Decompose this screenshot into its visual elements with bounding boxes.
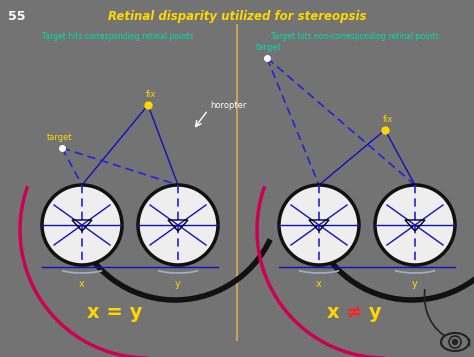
Circle shape <box>453 340 457 345</box>
Text: fix: fix <box>146 90 156 99</box>
Text: 55: 55 <box>8 10 26 23</box>
Text: Target hits corresponding retinal points: Target hits corresponding retinal points <box>42 32 193 41</box>
Text: target: target <box>256 43 282 52</box>
Text: Target hits non-corresponding retinal points: Target hits non-corresponding retinal po… <box>271 32 439 41</box>
Text: x = y: x = y <box>87 303 143 322</box>
Circle shape <box>375 185 455 265</box>
Ellipse shape <box>441 333 469 351</box>
Text: ≠: ≠ <box>346 303 362 322</box>
Circle shape <box>138 185 218 265</box>
Circle shape <box>42 185 122 265</box>
Text: Retinal disparity utilized for stereopsis: Retinal disparity utilized for stereopsi… <box>108 10 366 23</box>
Text: target: target <box>47 133 73 142</box>
Text: x: x <box>79 279 85 289</box>
Circle shape <box>279 185 359 265</box>
Text: x: x <box>316 279 322 289</box>
Text: fix: fix <box>383 115 393 124</box>
Text: y: y <box>175 279 181 289</box>
Text: x: x <box>327 303 346 322</box>
Text: horopter: horopter <box>210 101 246 110</box>
Text: y: y <box>362 303 382 322</box>
Text: y: y <box>412 279 418 289</box>
Circle shape <box>449 336 461 348</box>
